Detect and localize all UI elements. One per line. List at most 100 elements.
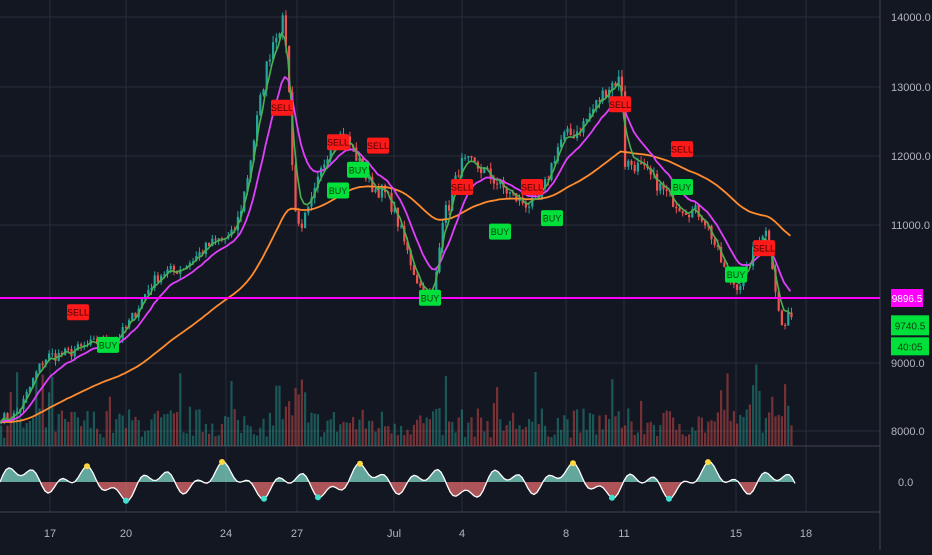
candle-body [790, 312, 793, 317]
volume-bar [358, 419, 361, 446]
oscillator-area-segment [261, 482, 264, 499]
volume-bar [428, 419, 431, 446]
volume-bar [473, 436, 476, 446]
candle-body [601, 90, 604, 102]
signal-badge [271, 99, 293, 116]
volume-bar [380, 411, 383, 446]
volume-bar [595, 434, 598, 446]
oscillator-area-segment [537, 482, 540, 493]
candle-body [310, 197, 313, 207]
volume-bar [659, 424, 662, 446]
volume-bar [569, 437, 572, 446]
volume-bar [675, 429, 678, 446]
volume-bar [147, 430, 150, 446]
oscillator-pane [0, 459, 796, 504]
candle-body [121, 327, 124, 339]
volume-bar [224, 416, 227, 446]
oscillator-area-segment [6, 467, 9, 482]
oscillator-area-segment [123, 482, 126, 501]
candle-body [262, 89, 265, 96]
volume-bar [140, 436, 143, 446]
candle-body [38, 363, 41, 372]
volume-bar [217, 435, 220, 446]
volume-bar [425, 417, 428, 446]
volume-bar [592, 414, 595, 446]
candle-body [464, 157, 467, 159]
countdown-label: 40:05 [897, 342, 922, 353]
signal-label: BUY [329, 186, 348, 196]
candle-body [723, 262, 726, 267]
volume-bar [777, 414, 780, 446]
candle-body [470, 156, 473, 158]
oscillator-area-segment [12, 469, 15, 482]
volume-bar [627, 408, 630, 446]
volume-bar [41, 374, 44, 446]
candle-body [6, 413, 9, 420]
volume-bar [713, 421, 716, 446]
volume-bar [614, 416, 617, 446]
candle-body [25, 391, 28, 399]
candle-body [713, 239, 716, 245]
fast-moving-average-line [0, 31, 791, 423]
oscillator-area-segment [708, 462, 711, 482]
volume-bar [528, 418, 531, 446]
volume-bar [124, 428, 127, 446]
candle-body [627, 160, 630, 167]
volume-bar [150, 419, 153, 446]
volume-bar [672, 417, 675, 446]
volume-bar [35, 373, 38, 446]
candle-body [326, 159, 329, 165]
candle-body [204, 242, 207, 255]
volume-bar [547, 436, 550, 446]
candle-body [320, 167, 323, 177]
oscillator-area-segment [438, 469, 441, 482]
volume-bar [512, 412, 515, 446]
axes-layer: 14000.0 13000.0 12000.0 11000.0 9000.0 8000.0… [44, 12, 931, 540]
signal-label: SELL [327, 138, 349, 148]
oscillator-area-segment [315, 482, 318, 498]
volume-bar [742, 417, 745, 446]
buy-signal-marker: BUY [97, 336, 119, 353]
volume-bar [355, 429, 358, 446]
candle-body [473, 157, 476, 162]
candle-body [249, 160, 252, 179]
candle-body [444, 205, 447, 223]
oscillator-area-segment [609, 482, 612, 498]
volume-bar [323, 432, 326, 446]
countdown-badge [891, 337, 929, 356]
volume-bar [144, 431, 147, 446]
candle-body [678, 208, 681, 212]
candle-body [73, 350, 76, 357]
volume-bar [188, 406, 191, 446]
candle-body [166, 269, 169, 275]
volume-bar [486, 420, 489, 446]
volume-bar [556, 418, 559, 446]
candle-body [291, 91, 294, 166]
volume-bar [403, 435, 406, 446]
candle-body [256, 115, 259, 141]
price-axis-tick-label: 13000.0 [891, 82, 931, 94]
candle-body [16, 411, 19, 414]
volume-bar [518, 425, 521, 446]
volume-bar [156, 410, 159, 446]
candle-body [396, 207, 399, 227]
candle-body [44, 359, 47, 365]
volume-bar [204, 423, 207, 446]
volume-bar [166, 413, 169, 446]
oscillator-area-segment [663, 482, 666, 497]
volume-bar [70, 411, 73, 446]
candle-body [41, 363, 44, 365]
volume-bar [265, 436, 268, 446]
volume-bar [300, 379, 303, 446]
oscillator-area-segment [330, 482, 333, 488]
candle-body [630, 160, 633, 165]
price-axis-tick-label: 12000.0 [891, 151, 931, 163]
candle-body [716, 244, 719, 247]
volume-bar [432, 411, 435, 446]
volume-bar [83, 420, 86, 446]
oscillator-area-segment [27, 469, 30, 482]
signal-badge [67, 304, 89, 321]
